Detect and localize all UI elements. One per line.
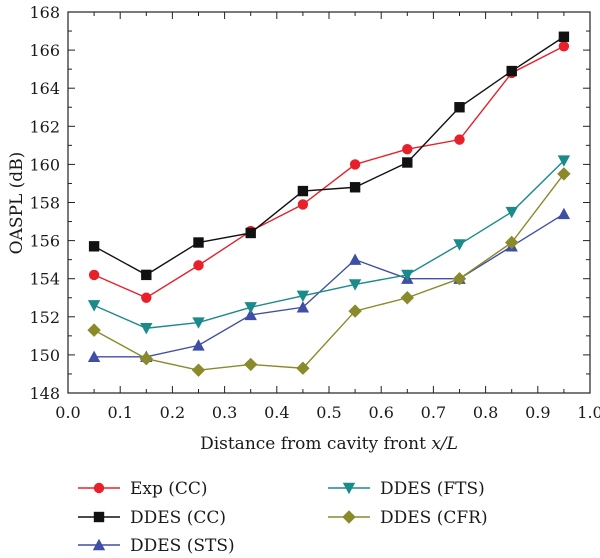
- y-tick-label: 164: [29, 79, 60, 98]
- data-point: [400, 291, 414, 305]
- data-point: [557, 155, 571, 167]
- y-tick-label: 166: [29, 41, 60, 60]
- data-point: [296, 361, 310, 375]
- data-point: [87, 300, 101, 312]
- series-line: [93, 45, 565, 299]
- series-3: [87, 155, 571, 335]
- data-point: [557, 207, 571, 220]
- legend-label: Exp (CC): [130, 479, 208, 499]
- legend-label: DDES (FTS): [380, 479, 485, 499]
- data-point: [245, 227, 256, 239]
- y-tick-label: 158: [29, 194, 60, 213]
- data-point: [193, 260, 204, 271]
- axes: 0.0 0.1 0.2 0.3 0.4 0.5 0.6 0.7 0.8 0.9 1.0 148 150 1…: [29, 3, 600, 422]
- series-line: [93, 160, 565, 329]
- data-point: [349, 159, 361, 170]
- x-tick-label: 0.8: [473, 403, 498, 422]
- y-tick-label: 156: [29, 232, 60, 251]
- legend-marker: [342, 482, 356, 495]
- data-point: [454, 134, 465, 145]
- data-point: [297, 185, 309, 197]
- legend-item: DDES (STS): [78, 536, 235, 556]
- series-line: [93, 173, 565, 371]
- data-point: [348, 253, 362, 265]
- legend-label: DDES (STS): [130, 536, 235, 556]
- data-point: [139, 352, 153, 366]
- x-tick-label: 0.4: [264, 403, 289, 422]
- data-point: [348, 279, 362, 291]
- x-tick-label: 1.0: [577, 403, 600, 422]
- y-tick-label: 154: [29, 270, 60, 289]
- legend-item: Exp (CC): [78, 479, 208, 499]
- data-point: [88, 241, 100, 252]
- data-point: [296, 290, 310, 303]
- x-tick-label: 0.3: [212, 403, 237, 422]
- legend-item: DDES (CFR): [328, 508, 488, 528]
- y-axis-title: OASPL (dB): [7, 152, 27, 255]
- data-point: [506, 65, 517, 77]
- data-point: [244, 302, 257, 314]
- series-1: [88, 31, 570, 281]
- data-point: [558, 31, 570, 42]
- data-point: [141, 269, 152, 281]
- data-point: [505, 235, 519, 250]
- data-point: [193, 237, 204, 248]
- data-point: [191, 363, 206, 377]
- data-point: [192, 339, 205, 351]
- data-point: [192, 317, 205, 329]
- y-tick-label: 160: [29, 155, 60, 174]
- data-point: [297, 199, 309, 210]
- data-point: [349, 182, 361, 193]
- legend-marker: [92, 538, 106, 551]
- series-line: [93, 36, 565, 276]
- y-tick-label: 148: [29, 384, 60, 403]
- x-tick-label: 0.9: [525, 403, 550, 422]
- legend-item: DDES (FTS): [328, 479, 485, 499]
- x-tick-label: 0.2: [160, 403, 185, 422]
- x-tick-label: 0.0: [55, 403, 80, 422]
- data-point: [402, 143, 413, 155]
- y-tick-label: 150: [29, 346, 60, 365]
- data-point: [141, 292, 152, 303]
- x-tick-label: 0.1: [107, 403, 132, 422]
- data-point: [505, 206, 518, 219]
- y-tick-label: 168: [29, 3, 60, 22]
- data-point: [296, 301, 310, 313]
- legend: Exp (CC) DDES (CC) DDES (STS) DDES (FTS) DDE…: [78, 479, 488, 556]
- data-point: [557, 167, 571, 181]
- x-axis-title: Distance from cavity front x/L: [200, 434, 458, 454]
- data-point: [140, 323, 153, 335]
- data-point: [401, 269, 414, 282]
- legend-item: DDES (CC): [78, 508, 226, 528]
- data-point: [244, 357, 258, 372]
- series-line: [94, 213, 565, 358]
- x-tick-label: 0.5: [316, 403, 341, 422]
- data-point: [558, 41, 570, 52]
- data-point: [452, 272, 467, 286]
- series-4: [87, 167, 571, 377]
- data-point: [453, 239, 466, 251]
- data-point: [87, 350, 101, 363]
- x-tick-label: 0.6: [368, 403, 393, 422]
- data-point: [348, 304, 362, 318]
- y-tick-label: 162: [29, 117, 60, 136]
- series-layer: [87, 31, 571, 377]
- data-point: [87, 323, 101, 337]
- data-point: [454, 102, 465, 113]
- legend-label: DDES (CFR): [380, 508, 488, 528]
- legend-label: DDES (CC): [130, 508, 226, 528]
- legend-marker: [93, 511, 105, 523]
- data-point: [244, 308, 257, 321]
- legend-marker: [342, 510, 356, 524]
- legend-marker: [93, 482, 105, 494]
- y-tick-label: 152: [29, 308, 60, 327]
- data-point: [88, 269, 100, 281]
- x-tick-label: 0.7: [421, 403, 446, 422]
- data-point: [402, 157, 413, 168]
